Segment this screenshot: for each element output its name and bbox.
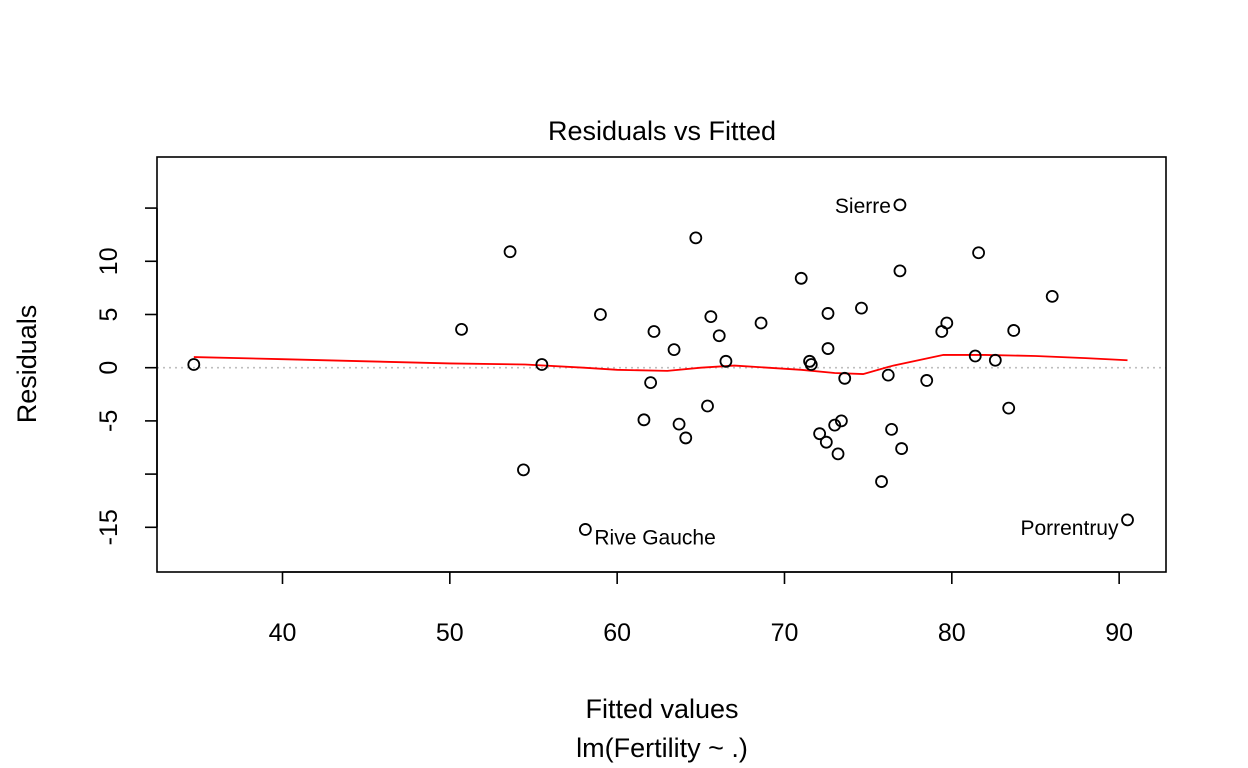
data-point bbox=[988, 353, 1002, 367]
data-point bbox=[704, 310, 718, 324]
data-point bbox=[647, 325, 661, 338]
y-axis-label: Residuals bbox=[12, 305, 42, 424]
x-tick-label: 40 bbox=[269, 619, 297, 647]
data-point bbox=[920, 374, 934, 387]
data-point bbox=[503, 245, 517, 259]
data-point bbox=[187, 358, 201, 371]
data-point bbox=[712, 329, 726, 343]
x-tick-label: 50 bbox=[436, 619, 464, 647]
data-point bbox=[637, 413, 651, 427]
data-point bbox=[968, 349, 982, 363]
plot-area-frame bbox=[156, 156, 1167, 573]
point-labels-layer: Sierre Rive Gauche Porrentruy bbox=[594, 195, 1119, 550]
data-point bbox=[881, 368, 895, 382]
data-point bbox=[893, 264, 907, 278]
x-tick-label: 80 bbox=[938, 619, 966, 647]
model-formula-label: lm(Fertility ~ .) bbox=[576, 733, 748, 763]
data-point bbox=[644, 376, 658, 389]
data-point bbox=[819, 435, 833, 449]
x-tick-label: 90 bbox=[1105, 619, 1133, 647]
point-label: Rive Gauche bbox=[594, 526, 715, 549]
data-point bbox=[517, 463, 530, 477]
data-point bbox=[689, 231, 703, 245]
y-tick-label: 0 bbox=[95, 361, 123, 375]
data-point bbox=[831, 447, 845, 461]
data-point bbox=[455, 322, 468, 336]
data-point bbox=[828, 418, 842, 432]
data-point bbox=[895, 442, 909, 455]
point-label: Porrentruy bbox=[1020, 517, 1119, 540]
y-axis: -15 -5 0 5 10 bbox=[95, 207, 158, 545]
data-point bbox=[794, 271, 808, 285]
data-point bbox=[855, 301, 868, 315]
data-point bbox=[672, 417, 686, 431]
x-tick-label: 70 bbox=[771, 619, 799, 647]
data-point bbox=[1007, 324, 1021, 337]
data-point bbox=[885, 423, 898, 436]
data-point bbox=[838, 371, 852, 385]
y-tick-label: -5 bbox=[95, 410, 123, 432]
chart-title: Residuals vs Fitted bbox=[548, 116, 776, 146]
data-point bbox=[1002, 401, 1016, 415]
point-label: Sierre bbox=[835, 195, 891, 218]
y-tick-label: -15 bbox=[95, 509, 123, 545]
data-point bbox=[701, 399, 714, 413]
x-axis-label: Fitted values bbox=[585, 694, 738, 724]
data-point bbox=[754, 316, 768, 330]
x-axis: 40 50 60 70 80 90 bbox=[269, 571, 1133, 647]
smooth-line-layer bbox=[193, 354, 1128, 375]
data-point bbox=[594, 308, 607, 321]
data-point bbox=[972, 246, 985, 260]
data-point bbox=[821, 342, 835, 355]
data-point bbox=[804, 358, 818, 371]
data-point bbox=[821, 307, 835, 320]
y-tick-label: 10 bbox=[95, 247, 123, 275]
data-point bbox=[679, 431, 693, 445]
x-tick-label: 60 bbox=[603, 619, 631, 647]
data-point bbox=[1045, 289, 1059, 303]
data-point bbox=[940, 316, 954, 330]
data-point bbox=[834, 414, 848, 428]
smooth-trend-line bbox=[193, 354, 1128, 375]
y-tick-label: 5 bbox=[95, 308, 123, 322]
data-point bbox=[893, 198, 907, 212]
points-layer bbox=[187, 198, 1134, 536]
data-point bbox=[875, 475, 888, 488]
data-point bbox=[719, 354, 733, 368]
data-point bbox=[1121, 513, 1134, 527]
data-point bbox=[535, 358, 549, 371]
data-point bbox=[813, 427, 827, 441]
data-point bbox=[667, 343, 681, 357]
data-point bbox=[578, 523, 592, 536]
